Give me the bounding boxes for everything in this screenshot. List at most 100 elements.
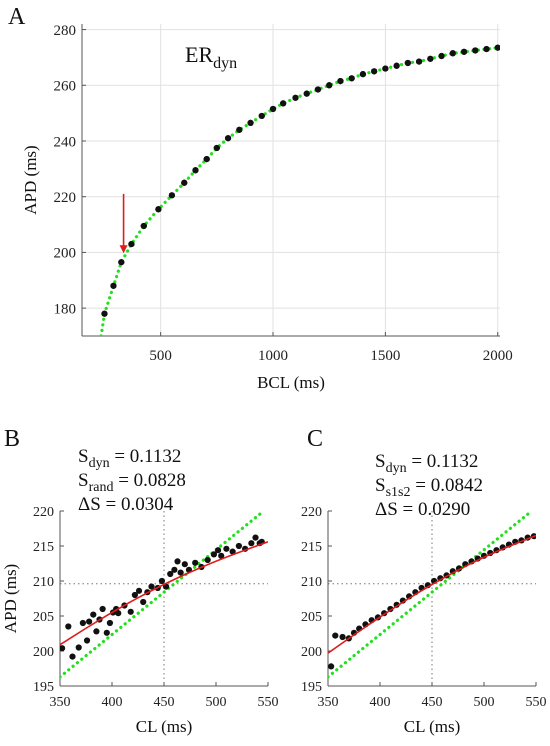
- data-point: [229, 548, 236, 555]
- data-point: [214, 547, 222, 554]
- fit-curve: [60, 541, 268, 646]
- data-point-overlay: [472, 47, 479, 54]
- x-tick-label: 350: [318, 695, 339, 710]
- x-tick-label: 400: [102, 695, 123, 710]
- x-tick-label: 500: [206, 695, 227, 710]
- panel-c: 350 400 450 500 550 195 200 205 210 215 220 CL (ms)…: [301, 426, 547, 736]
- data-point-overlay: [348, 75, 355, 82]
- data-point-overlay: [337, 78, 344, 85]
- series-group: [328, 511, 536, 679]
- x-tick-label: 1000: [258, 348, 288, 364]
- data-point: [248, 540, 255, 547]
- data-point-overlay: [118, 259, 125, 266]
- x-tick-label: 2000: [483, 348, 513, 364]
- y-tick-label: 205: [33, 610, 54, 625]
- data-point: [115, 610, 122, 617]
- data-point: [127, 608, 134, 615]
- data-point-overlay: [213, 144, 220, 152]
- data-point: [332, 632, 339, 639]
- data-point-overlay: [192, 167, 199, 174]
- data-point-overlay: [168, 192, 175, 199]
- data-point-overlay: [494, 44, 500, 51]
- x-tick-label: 550: [258, 695, 279, 710]
- data-point: [171, 566, 178, 573]
- series-group: [60, 511, 268, 679]
- panel-a: 500 1000 1500 2000 180 200 220 240 260 280 BCL (ms…: [8, 4, 513, 392]
- y-tick-label: 220: [54, 190, 77, 206]
- data-point-overlay: [303, 90, 310, 97]
- data-point-overlay: [460, 48, 468, 55]
- data-point-overlay: [140, 222, 147, 230]
- data-point: [103, 629, 110, 636]
- stat-line: ΔS = 0.0304: [78, 494, 174, 515]
- stat-line: Sdyn = 0.1132: [78, 446, 181, 471]
- y-tick-label: 180: [54, 301, 77, 317]
- data-point-overlay: [404, 59, 411, 67]
- data-point: [69, 653, 76, 660]
- y-tick-label: 215: [33, 540, 54, 555]
- x-tick-label: 400: [370, 695, 391, 710]
- data-point: [177, 569, 184, 576]
- data-point: [192, 559, 199, 566]
- y-tick-label: 195: [301, 680, 322, 695]
- y-tick-label: 220: [33, 505, 54, 520]
- data-point: [162, 583, 170, 590]
- data-point: [83, 637, 91, 644]
- fit-curve: [328, 534, 536, 654]
- data-point-overlay: [427, 55, 434, 62]
- data-point: [90, 611, 97, 618]
- identity-line-dotted: [60, 511, 265, 679]
- panel-b: 350 400 450 500 550 195 200 205 210 215 220 CL (ms)…: [1, 426, 279, 736]
- data-point-overlay: [326, 82, 333, 89]
- x-axis-title: CL (ms): [136, 717, 193, 736]
- data-point: [223, 545, 230, 552]
- stat-line: Ss1s2 = 0.0842: [375, 475, 483, 500]
- x-tick-label: 450: [422, 695, 443, 710]
- data-point: [99, 605, 106, 613]
- data-point-overlay: [236, 126, 243, 133]
- data-point: [106, 619, 114, 627]
- y-axis-title: APD (ms): [21, 145, 40, 214]
- y-tick-label: 220: [301, 505, 322, 520]
- data-point-overlay: [280, 100, 287, 107]
- y-axis-title: APD (ms): [1, 564, 20, 633]
- data-point-overlay: [110, 282, 117, 289]
- panel-letter-c: C: [307, 426, 323, 452]
- data-point-overlay: [415, 58, 423, 65]
- data-point-overlay: [203, 156, 210, 163]
- data-point: [174, 558, 181, 565]
- x-tick-label: 450: [154, 695, 175, 710]
- y-tick-label: 240: [54, 134, 77, 150]
- data-point-overlay: [269, 105, 277, 113]
- x-tick-label: 350: [50, 695, 71, 710]
- data-point-overlay: [449, 50, 456, 57]
- y-tick-label: 200: [33, 645, 54, 660]
- stat-line: ΔS = 0.0290: [375, 499, 470, 520]
- data-point-overlay: [181, 179, 188, 186]
- x-tick-label: 1500: [370, 348, 400, 364]
- data-point: [148, 583, 155, 590]
- panel-letter-b: B: [4, 426, 20, 452]
- y-tick-label: 215: [301, 540, 322, 555]
- data-point-overlay: [382, 65, 389, 72]
- data-point: [218, 552, 225, 559]
- x-axis-title: BCL (ms): [257, 373, 325, 392]
- x-axis-title: CL (ms): [404, 717, 461, 736]
- data-point: [93, 628, 100, 635]
- data-point: [167, 570, 174, 578]
- data-point: [210, 551, 218, 558]
- y-tick-label: 200: [54, 246, 77, 262]
- data-point: [328, 663, 335, 670]
- data-point: [75, 644, 82, 651]
- data-point: [79, 619, 86, 627]
- series-group: [99, 44, 500, 336]
- annotation-er-dyn: ERdyn: [185, 42, 237, 72]
- data-point-overlay: [101, 310, 108, 317]
- stat-line: Srand = 0.0828: [78, 470, 186, 495]
- stat-line: Sdyn = 0.1132: [375, 451, 478, 476]
- data-point-overlay: [155, 206, 162, 213]
- data-point: [339, 633, 346, 641]
- data-point-overlay: [128, 240, 135, 248]
- data-point: [131, 591, 138, 599]
- data-point-overlay: [438, 52, 445, 60]
